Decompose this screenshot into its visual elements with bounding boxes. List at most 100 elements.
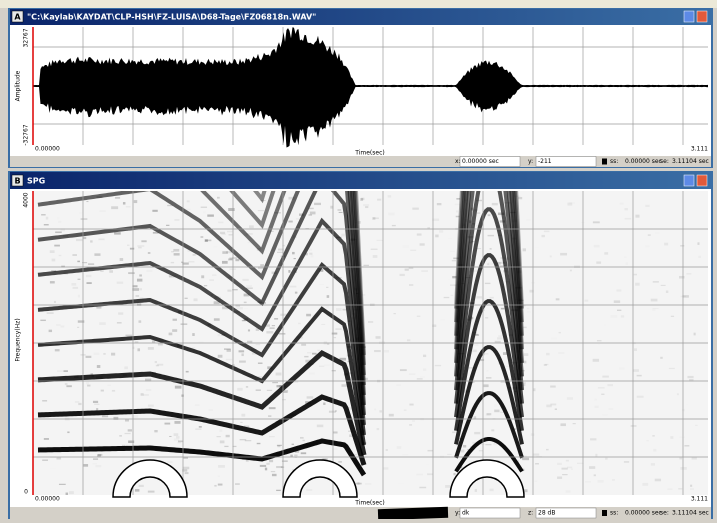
- minimize-button[interactable]: [684, 175, 694, 186]
- speckle: [477, 212, 480, 214]
- speckle: [136, 295, 140, 296]
- speckle: [374, 408, 376, 410]
- speckle: [118, 312, 123, 314]
- speckle: [218, 484, 223, 486]
- speckle: [244, 302, 247, 304]
- speckle: [86, 201, 88, 202]
- speckle: [646, 440, 648, 441]
- speckle: [463, 445, 466, 447]
- speckle: [42, 400, 47, 401]
- speckle: [421, 270, 428, 272]
- speckle: [487, 413, 492, 415]
- y-axis-label: Frequency(Hz): [15, 318, 22, 361]
- speckle: [541, 235, 544, 237]
- speckle: [452, 431, 455, 433]
- minimize-button[interactable]: [684, 11, 694, 22]
- speckle: [494, 410, 499, 413]
- speckle: [128, 272, 135, 274]
- speckle: [440, 319, 445, 320]
- speckle: [281, 466, 284, 467]
- speckle: [207, 214, 214, 216]
- speckle: [57, 370, 63, 371]
- speckle: [304, 356, 308, 357]
- speckle: [237, 388, 243, 391]
- speckle: [125, 335, 132, 336]
- speckle: [376, 240, 383, 241]
- speckle: [195, 404, 200, 405]
- speckle: [87, 385, 90, 387]
- speckle: [371, 249, 378, 250]
- x-axis-start: 0.00000: [35, 146, 60, 153]
- status-label: x:: [455, 158, 461, 165]
- speckle: [602, 376, 609, 378]
- speckle: [397, 446, 402, 449]
- speckle: [258, 210, 264, 211]
- speckle: [246, 386, 248, 387]
- speckle: [265, 468, 267, 471]
- speckle: [124, 366, 128, 369]
- speckle: [324, 364, 330, 366]
- speckle: [134, 200, 137, 203]
- speckle: [260, 288, 262, 289]
- speckle: [95, 465, 101, 467]
- speckle: [560, 423, 566, 426]
- speckle: [527, 311, 531, 313]
- speckle: [194, 298, 198, 301]
- close-button[interactable]: [697, 11, 707, 22]
- speckle: [73, 287, 79, 289]
- speckle: [78, 403, 81, 405]
- window-b-titlebar: [10, 172, 711, 189]
- speckle: [272, 325, 275, 326]
- speckle: [270, 327, 275, 328]
- speckle: [567, 467, 572, 469]
- speckle: [269, 407, 276, 409]
- speckle: [358, 485, 362, 486]
- speckle: [503, 352, 507, 355]
- speckle: [274, 318, 278, 320]
- speckle: [598, 480, 605, 482]
- speckle: [174, 219, 179, 221]
- speckle: [50, 281, 55, 283]
- speckle: [638, 378, 641, 380]
- speckle: [173, 319, 177, 321]
- speckle: [427, 473, 433, 475]
- speckle: [424, 457, 428, 458]
- speckle: [376, 336, 381, 339]
- speckle: [690, 485, 692, 487]
- speckle: [626, 262, 628, 265]
- speckle: [409, 404, 413, 406]
- speckle: [269, 436, 275, 437]
- speckle: [624, 256, 627, 258]
- speckle: [488, 235, 494, 236]
- speckle: [152, 210, 157, 212]
- speckle: [323, 403, 325, 405]
- speckle: [138, 247, 142, 249]
- speckle: [300, 437, 304, 439]
- speckle: [312, 353, 317, 355]
- speckle: [220, 440, 225, 443]
- speckle: [409, 284, 413, 285]
- status-label: z:: [528, 510, 533, 517]
- speckle: [453, 473, 455, 475]
- speckle: [317, 425, 324, 428]
- speckle: [665, 243, 668, 244]
- speckle: [407, 339, 410, 341]
- speckle: [402, 454, 408, 456]
- speckle: [420, 376, 425, 377]
- speckle: [185, 472, 189, 474]
- speckle: [155, 361, 157, 363]
- speckle: [71, 283, 76, 286]
- speckle: [336, 308, 342, 311]
- speckle: [193, 254, 196, 256]
- speckle: [680, 245, 684, 246]
- speckle: [450, 295, 453, 296]
- speckle: [447, 278, 450, 280]
- speckle: [544, 231, 550, 233]
- speckle: [288, 270, 290, 273]
- speckle: [363, 204, 369, 206]
- speckle: [96, 408, 98, 411]
- y-axis-bottom: 0: [24, 489, 28, 496]
- close-button[interactable]: [697, 175, 707, 186]
- speckle: [63, 370, 67, 372]
- speckle: [93, 353, 99, 356]
